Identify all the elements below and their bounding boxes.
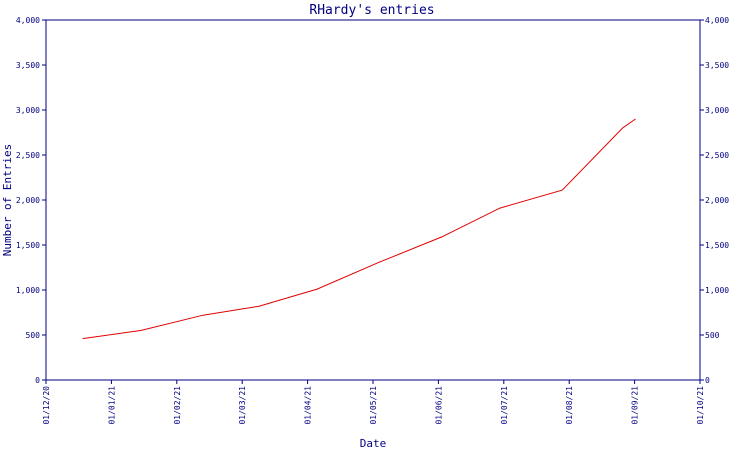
y-tick-label-left: 500 (26, 331, 41, 340)
x-tick-label: 01/02/21 (173, 386, 182, 425)
x-axis-ticks: 01/12/20 01/01/21 01/02/21 01/03/21 01/04/21… (42, 380, 705, 425)
y-tick-label-left: 2,000 (16, 196, 40, 205)
x-tick-label: 01/04/21 (304, 386, 313, 425)
y-tick-label-right: 1,000 (705, 286, 729, 295)
x-tick-label: 01/12/20 (42, 386, 51, 425)
series-line (82, 118, 636, 340)
y-tick-label-right: 3,500 (705, 61, 729, 70)
y-tick-label-left: 1,000 (16, 286, 40, 295)
x-tick-label: 01/06/21 (434, 386, 443, 425)
x-tick-label: 01/03/21 (238, 386, 247, 425)
x-tick-label: 01/09/21 (631, 386, 640, 425)
y-tick-label-left: 0 (35, 376, 40, 385)
chart-title: RHardy's entries (309, 3, 434, 18)
y-axis-title: Number of Entries (1, 144, 14, 257)
y-tick-label-right: 2,500 (705, 151, 729, 160)
y-tick-label-right: 3,000 (705, 106, 729, 115)
y-tick-label-left: 3,000 (16, 106, 40, 115)
x-tick-label: 01/08/21 (565, 386, 574, 425)
x-tick-label: 01/01/21 (107, 386, 116, 425)
series-group (82, 118, 636, 340)
y-axis-ticks: 0 0 500 500 1,000 1,000 1,500 1,500 2,000 2,000 2,… (16, 16, 729, 385)
y-tick-label-left: 3,500 (16, 61, 40, 70)
x-axis-title: Date (360, 437, 387, 450)
y-tick-label-right: 0 (705, 376, 710, 385)
x-tick-label: 01/05/21 (369, 386, 378, 425)
x-tick-label: 01/07/21 (500, 386, 509, 425)
y-tick-label-right: 1,500 (705, 241, 729, 250)
x-tick-label: 01/10/21 (696, 386, 705, 425)
y-tick-label-left: 2,500 (16, 151, 40, 160)
y-tick-label-right: 2,000 (705, 196, 729, 205)
y-tick-label-left: 4,000 (16, 16, 40, 25)
y-tick-label-left: 1,500 (16, 241, 40, 250)
y-tick-label-right: 4,000 (705, 16, 729, 25)
y-tick-label-right: 500 (705, 331, 720, 340)
